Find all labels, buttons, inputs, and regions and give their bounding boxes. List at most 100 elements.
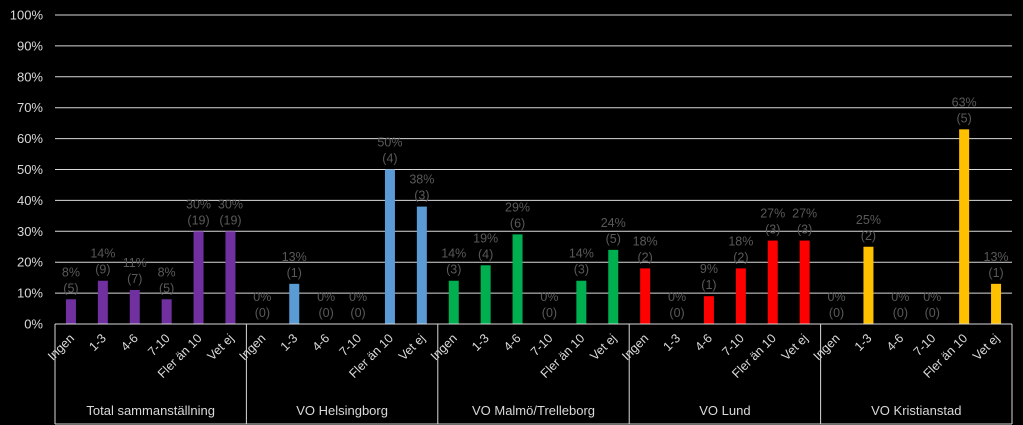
data-label-percent: 14%	[441, 247, 466, 261]
data-label-count: (19)	[187, 213, 209, 227]
data-label-count: (5)	[957, 111, 972, 125]
bars	[65, 129, 1002, 324]
data-label-percent: 14%	[90, 247, 115, 261]
x-category-label: 7-10	[145, 331, 173, 359]
group-label: VO Kristianstad	[871, 403, 961, 418]
data-label-percent: 0%	[317, 290, 335, 304]
data-label-percent: 0%	[253, 290, 271, 304]
x-category-label: 1-3	[469, 331, 492, 354]
y-tick-label: 40%	[17, 193, 43, 208]
data-label-count: (0)	[829, 306, 844, 320]
x-category-label: 4-6	[692, 331, 715, 354]
data-label-count: (6)	[510, 216, 525, 230]
group-label: Total sammanställning	[86, 403, 215, 418]
x-category-label: Ingen	[811, 331, 843, 363]
y-tick-label: 60%	[17, 131, 43, 146]
bar	[959, 129, 970, 324]
data-label-percent: 50%	[377, 136, 402, 150]
data-label-count: (19)	[219, 213, 241, 227]
data-label-percent: 14%	[569, 247, 594, 261]
bar	[863, 246, 874, 324]
bar	[512, 234, 523, 324]
bar	[97, 280, 108, 324]
x-category-label: Vet ej	[396, 331, 428, 363]
data-label-percent: 24%	[601, 216, 626, 230]
bar	[703, 296, 714, 324]
group-label: VO Lund	[699, 403, 750, 418]
x-category-label: 4-6	[884, 331, 907, 354]
bar	[576, 280, 587, 324]
data-label-count: (1)	[701, 278, 716, 292]
data-label-count: (5)	[159, 281, 174, 295]
data-label-count: (3)	[797, 223, 812, 237]
data-label-percent: 30%	[218, 197, 243, 211]
y-tick-label: 80%	[17, 69, 43, 84]
bar	[608, 249, 619, 324]
y-tick-label: 20%	[17, 255, 43, 270]
data-label-percent: 0%	[923, 290, 941, 304]
data-label-percent: 29%	[505, 200, 530, 214]
data-label-percent: 0%	[891, 290, 909, 304]
bar	[384, 169, 395, 324]
y-tick-label: 70%	[17, 100, 43, 115]
bar	[289, 283, 300, 324]
data-label-percent: 18%	[633, 234, 658, 248]
bar	[129, 290, 140, 324]
bar	[161, 299, 172, 324]
x-category-label: Ingen	[619, 331, 651, 363]
x-category-label: Vet ej	[205, 331, 237, 363]
x-category-label: 4-6	[501, 331, 524, 354]
data-label-count: (1)	[988, 266, 1003, 280]
x-category-label: 1-3	[86, 331, 109, 354]
data-label-count: (9)	[95, 263, 110, 277]
bar	[193, 231, 204, 324]
x-category-label: 1-3	[852, 331, 875, 354]
data-label-percent: 30%	[186, 197, 211, 211]
data-label-percent: 27%	[760, 207, 785, 221]
gridlines	[55, 14, 1012, 325]
data-label-percent: 8%	[158, 265, 176, 279]
x-category-label: 7-10	[911, 331, 939, 359]
data-label-percent: 38%	[409, 173, 434, 187]
data-label-percent: 19%	[473, 231, 498, 245]
bar	[735, 268, 746, 324]
data-label-percent: 13%	[282, 250, 307, 264]
x-category-label: Ingen	[428, 331, 460, 363]
bar	[799, 240, 810, 324]
data-label-count: (0)	[542, 306, 557, 320]
data-label-percent: 0%	[349, 290, 367, 304]
data-label-count: (0)	[669, 306, 684, 320]
data-label-count: (4)	[382, 152, 397, 166]
data-label-percent: 13%	[984, 250, 1009, 264]
y-tick-label: 90%	[17, 38, 43, 53]
data-label-percent: 18%	[728, 234, 753, 248]
bar	[416, 206, 427, 324]
data-label-percent: 25%	[856, 213, 881, 227]
bar	[65, 299, 76, 324]
y-tick-label: 10%	[17, 286, 43, 301]
y-tick-label: 100%	[10, 8, 44, 23]
data-label-count: (2)	[733, 250, 748, 264]
bar	[640, 268, 651, 324]
bar	[448, 280, 459, 324]
data-label-count: (3)	[574, 263, 589, 277]
bar	[767, 240, 778, 324]
y-tick-label: 0%	[24, 317, 43, 332]
data-label-percent: 0%	[540, 290, 558, 304]
y-axis-tick-labels: 0% 10% 20% 30% 40% 50% 60% 70% 80% 90% 100%	[10, 8, 44, 332]
x-category-label: 1-3	[278, 331, 301, 354]
data-labels: 8% (5) 14% (9) 11% (7) 8% (5) 30% (19) 30% (19) 0% (0…	[62, 95, 1009, 320]
group-label: VO Helsingborg	[296, 403, 388, 418]
bar	[225, 231, 236, 324]
data-label-count: (0)	[255, 306, 270, 320]
data-label-count: (0)	[893, 306, 908, 320]
data-label-count: (5)	[606, 232, 621, 246]
y-tick-label: 30%	[17, 224, 43, 239]
group-label: VO Malmö/Trelleborg	[472, 403, 595, 418]
data-label-percent: 9%	[700, 262, 718, 276]
x-category-label: 4-6	[118, 331, 141, 354]
x-category-label: 7-10	[719, 331, 747, 359]
x-category-label: Ingen	[45, 331, 77, 363]
